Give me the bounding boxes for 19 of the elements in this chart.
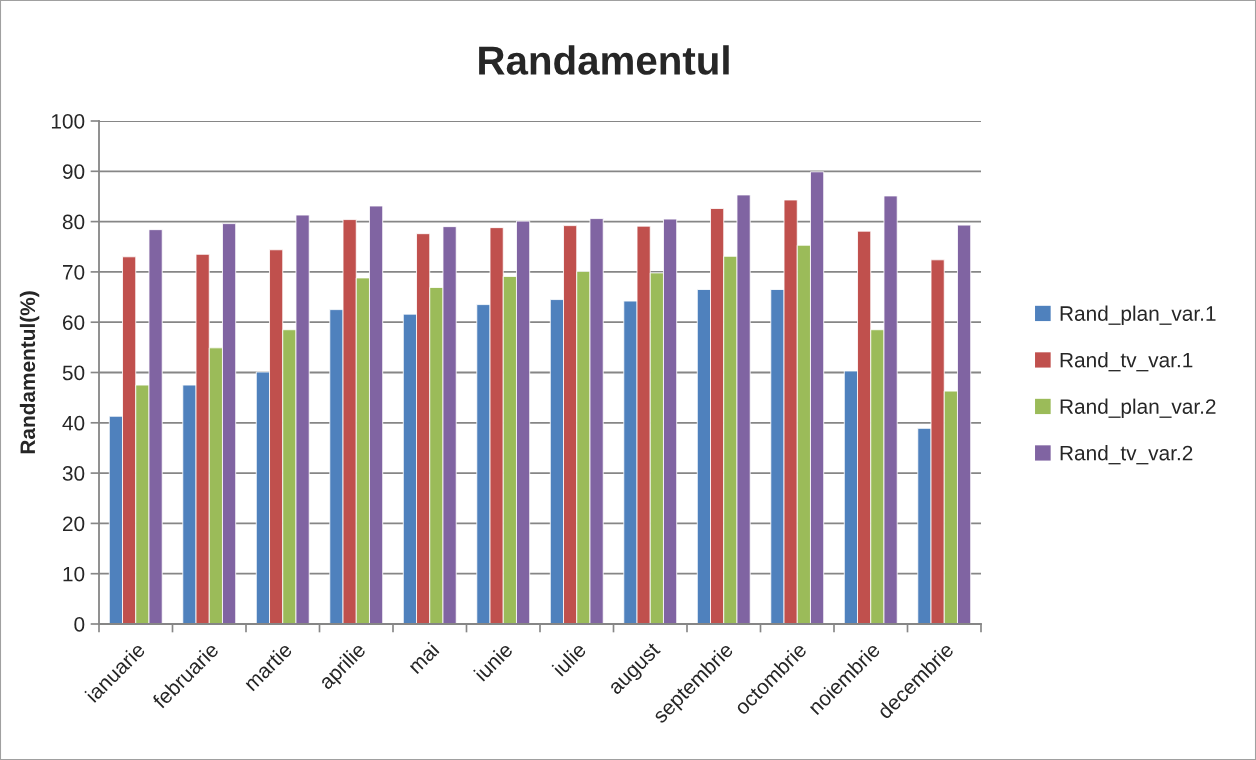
chart-title: Randamentul — [479, 45, 729, 75]
y-tick-label: 10 — [63, 566, 85, 582]
x-tick-label: mai — [406, 641, 440, 675]
y-axis-title: Randamentul(%) — [19, 291, 40, 454]
y-tick-label: 60 — [63, 315, 85, 330]
y-tick-label: 30 — [62, 466, 85, 481]
legend-label: Rand_tv_var.2 — [1060, 445, 1193, 465]
y-tick-label: 50 — [62, 365, 85, 381]
y-tick-label: 70 — [63, 264, 85, 280]
y-tick-label: 40 — [62, 415, 85, 431]
y-tick-label: 80 — [62, 214, 85, 230]
y-tick-label: 20 — [62, 516, 85, 532]
y-tick-label: 90 — [62, 164, 85, 180]
legend-label: Rand_plan_var.2 — [1060, 398, 1216, 419]
x-tick-label: iulie — [551, 641, 587, 677]
legend-label: Rand_plan_var.1 — [1060, 305, 1216, 326]
legend-label: Rand_tv_var.1 — [1060, 352, 1193, 372]
y-tick-label: 100 — [51, 114, 85, 129]
y-tick-label: 0 — [74, 617, 85, 632]
